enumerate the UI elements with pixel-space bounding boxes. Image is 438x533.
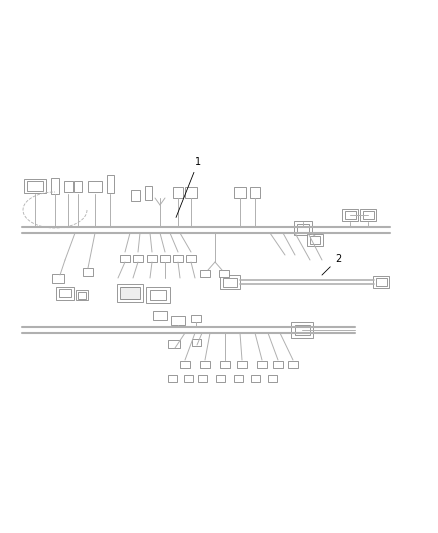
Bar	[234, 187, 246, 198]
Bar	[52, 273, 64, 282]
Bar	[198, 375, 206, 382]
Bar	[185, 187, 197, 198]
Bar	[291, 322, 313, 338]
Bar	[88, 181, 102, 191]
Bar	[307, 234, 323, 246]
Bar	[375, 278, 386, 286]
Bar	[160, 254, 170, 262]
Bar	[27, 181, 43, 191]
Bar	[215, 375, 225, 382]
Bar	[153, 311, 167, 319]
Bar	[150, 290, 166, 300]
Bar	[268, 375, 276, 382]
Bar	[191, 314, 201, 321]
Bar	[200, 360, 210, 367]
Bar	[191, 338, 201, 345]
Bar	[133, 254, 143, 262]
Bar	[131, 190, 139, 200]
Bar	[74, 181, 82, 191]
Text: 2: 2	[322, 254, 341, 275]
Bar	[345, 211, 356, 219]
Bar	[120, 254, 130, 262]
Bar	[342, 209, 358, 221]
Bar	[171, 316, 185, 325]
Bar	[51, 178, 59, 194]
Bar	[294, 221, 312, 235]
Bar	[167, 375, 177, 382]
Bar	[220, 275, 240, 289]
Bar	[200, 270, 210, 277]
Bar	[83, 268, 93, 276]
Bar	[297, 223, 309, 232]
Bar	[273, 360, 283, 367]
Bar	[373, 276, 389, 288]
Bar	[220, 360, 230, 367]
Bar	[223, 278, 237, 287]
Bar	[121, 287, 139, 299]
Bar	[186, 254, 196, 262]
Bar	[360, 209, 376, 221]
Bar	[219, 270, 229, 277]
Bar	[117, 284, 143, 302]
Bar	[106, 175, 113, 193]
Bar	[146, 287, 170, 303]
Bar	[120, 287, 140, 299]
Bar	[173, 254, 183, 262]
Bar	[76, 290, 88, 300]
Bar	[180, 360, 190, 367]
Bar	[250, 187, 260, 198]
Bar	[24, 179, 46, 193]
Bar	[294, 325, 310, 335]
Bar	[363, 211, 374, 219]
Bar	[251, 375, 259, 382]
Bar	[310, 236, 320, 244]
Bar	[78, 292, 86, 298]
Bar	[288, 360, 298, 367]
Bar	[237, 360, 247, 367]
Bar	[233, 375, 243, 382]
Bar	[64, 181, 73, 191]
Bar	[59, 289, 71, 297]
Bar	[173, 187, 183, 198]
Text: 1: 1	[176, 157, 201, 217]
Bar	[257, 360, 267, 367]
Bar	[168, 340, 180, 348]
Bar	[145, 186, 152, 200]
Bar	[56, 287, 74, 300]
Bar	[147, 254, 157, 262]
Bar	[184, 375, 192, 382]
